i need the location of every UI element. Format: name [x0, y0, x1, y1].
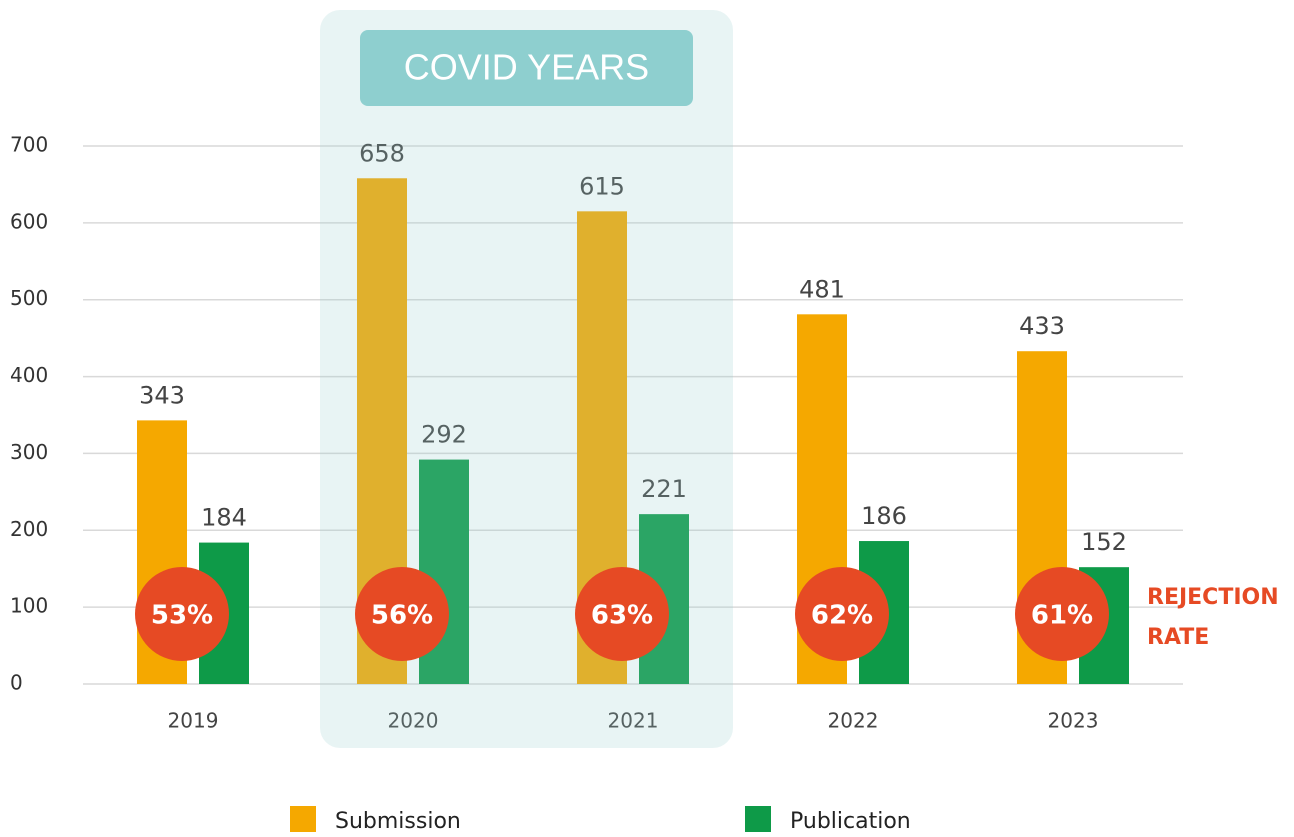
y-tick-label: 500: [10, 286, 48, 310]
legend-swatch: [745, 806, 771, 832]
x-tick-label: 2022: [828, 709, 879, 733]
rejection-rate-label: REJECTION RATE: [1147, 585, 1279, 650]
data-label: 433: [1019, 312, 1065, 340]
highlight-label-box: [360, 30, 693, 106]
y-tick-label: 0: [10, 671, 23, 695]
legend-label: Publication: [790, 809, 911, 834]
rejection-rate-marker: [795, 567, 889, 661]
y-tick-label: 300: [10, 440, 48, 464]
x-tick-label: 2023: [1048, 709, 1099, 733]
rejection-rate-marker: [575, 567, 669, 661]
x-tick-label: 2019: [168, 709, 219, 733]
highlight-region: [320, 10, 733, 748]
data-label: 615: [579, 172, 625, 200]
rejection-rate-marker: [355, 567, 449, 661]
y-tick-label: 200: [10, 517, 48, 541]
y-tick-label: 100: [10, 594, 48, 618]
data-label: 343: [139, 381, 185, 409]
y-tick-label: 400: [10, 363, 48, 387]
rejection-rate-label: 63%: [591, 601, 653, 631]
data-label: 658: [359, 139, 405, 167]
rejection-rate-marker: [135, 567, 229, 661]
legend-label: Submission: [335, 809, 461, 834]
data-label: 186: [861, 502, 907, 530]
highlight-label: COVID YEARS: [404, 47, 649, 88]
legend-swatch: [290, 806, 316, 832]
data-label: 152: [1081, 528, 1127, 556]
data-label: 221: [641, 475, 687, 503]
rejection-rate-label: 53%: [151, 601, 213, 631]
x-tick-label: 2020: [388, 709, 439, 733]
data-label: 481: [799, 275, 845, 303]
y-tick-label: 600: [10, 209, 48, 233]
y-tick-label: 700: [10, 133, 48, 157]
data-label: 184: [201, 504, 247, 532]
rejection-rate-label: 62%: [811, 601, 873, 631]
x-tick-label: 2021: [608, 709, 659, 733]
data-label: 292: [421, 421, 467, 449]
rejection-rate-label: 61%: [1031, 601, 1093, 631]
rejection-rate-marker: [1015, 567, 1109, 661]
rejection-rate-label: 56%: [371, 601, 433, 631]
